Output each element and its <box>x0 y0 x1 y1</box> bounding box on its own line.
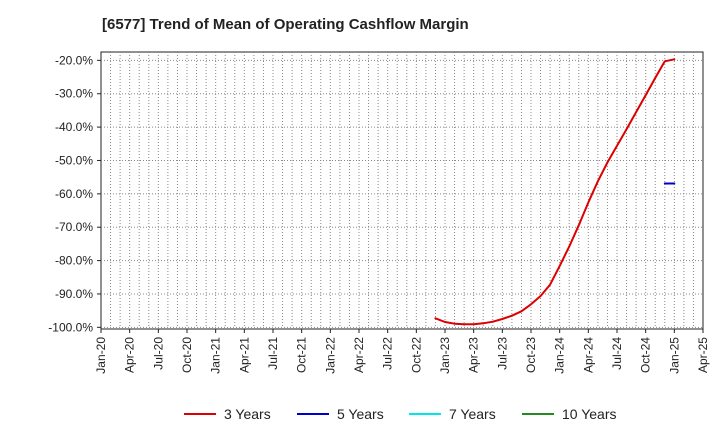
y-tick-label: -20.0% <box>55 53 93 67</box>
gridlines <box>101 52 703 329</box>
x-tick-label: Oct-23 <box>524 337 538 373</box>
y-axis: -20.0% -30.0% -40.0% -50.0% -60.0% -70.0% -80.… <box>48 53 101 334</box>
x-tick-label: Oct-21 <box>295 337 309 373</box>
x-tick-label: Oct-20 <box>180 337 194 373</box>
x-tick-label: Jul-22 <box>381 337 395 370</box>
x-tick-label: Jul-24 <box>610 337 624 370</box>
x-tick-label: Jan-22 <box>323 337 337 374</box>
y-tick-label: -50.0% <box>55 153 93 167</box>
y-tick-label: -90.0% <box>55 287 93 301</box>
y-tick-label: -100.0% <box>48 320 93 334</box>
x-tick-label: Apr-25 <box>696 337 710 373</box>
x-tick-label: Jan-25 <box>667 337 681 374</box>
x-tick-label: Jan-20 <box>94 337 108 374</box>
series-lines <box>434 58 676 326</box>
x-tick-label: Jul-23 <box>495 337 509 370</box>
x-tick-label: Apr-23 <box>467 337 481 373</box>
legend: 3 Years 5 Years 7 Years 10 Years <box>184 406 617 422</box>
chart-title: [6577] Trend of Mean of Operating Cashfl… <box>102 16 469 33</box>
x-tick-label: Jan-21 <box>209 337 223 374</box>
series-line-3-years <box>434 58 676 326</box>
x-tick-label: Oct-24 <box>639 337 653 373</box>
y-tick-label: -30.0% <box>55 87 93 101</box>
legend-label: 7 Years <box>449 406 496 422</box>
y-tick-label: -40.0% <box>55 120 93 134</box>
legend-label: 5 Years <box>337 406 384 422</box>
x-tick-label: Jan-23 <box>438 337 452 374</box>
x-tick-label: Jul-20 <box>151 337 165 370</box>
y-tick-label: -70.0% <box>55 220 93 234</box>
legend-label: 3 Years <box>224 406 271 422</box>
x-tick-label: Jul-21 <box>266 337 280 370</box>
y-tick-label: -80.0% <box>55 254 93 268</box>
legend-label: 10 Years <box>562 406 617 422</box>
x-tick-label: Apr-21 <box>237 337 251 373</box>
plot-area <box>100 51 704 330</box>
x-axis: Jan-20 Apr-20 Jul-20 Oct-20 Jan-21 Apr-21 Jul-… <box>94 329 710 374</box>
x-tick-label: Jan-24 <box>553 337 567 374</box>
x-tick-label: Apr-24 <box>581 337 595 373</box>
x-tick-label: Apr-20 <box>123 337 137 373</box>
x-tick-label: Apr-22 <box>352 337 366 373</box>
y-tick-label: -60.0% <box>55 187 93 201</box>
x-tick-label: Oct-22 <box>409 337 423 373</box>
